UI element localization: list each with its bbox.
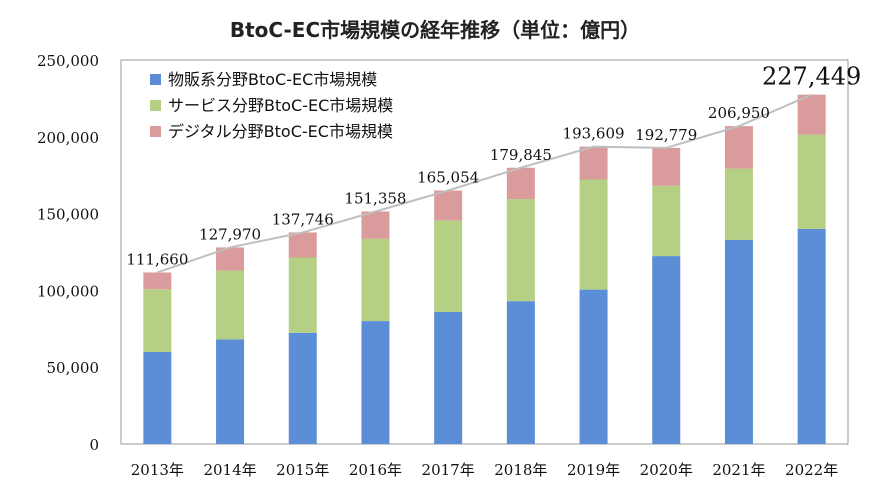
x-tick-label: 2022年 [785, 461, 838, 479]
total-value-label: 179,845 [490, 146, 552, 164]
x-tick-label: 2021年 [712, 461, 765, 479]
total-trend-line [157, 93, 813, 274]
bar-segment-goods [652, 256, 681, 444]
legend-swatch [150, 126, 161, 137]
bar-segment-digital [797, 94, 826, 135]
x-tick-label: 2020年 [640, 461, 693, 479]
bar-segment-goods [216, 339, 245, 444]
bar-segment-goods [143, 351, 172, 444]
total-value-label: 192,779 [635, 126, 697, 144]
total-value-label: 111,660 [126, 250, 188, 268]
y-tick-label: 200,000 [37, 129, 99, 147]
bar-segment-digital [652, 147, 681, 186]
bar-segment-digital [579, 146, 608, 180]
bar-segment-services [506, 199, 535, 302]
bar-segment-services [579, 179, 608, 290]
legend-swatch [150, 100, 161, 111]
y-tick-label: 50,000 [47, 359, 100, 377]
total-value-label: 227,449 [762, 63, 861, 91]
plot-area-frame [120, 59, 849, 445]
y-tick-label: 100,000 [37, 282, 99, 300]
x-tick-label: 2016年 [349, 461, 402, 479]
bar-segment-services [797, 134, 826, 229]
bar-segment-services [288, 257, 317, 333]
x-tick-label: 2014年 [203, 461, 256, 479]
bar-segment-services [434, 220, 463, 312]
legend-label: 物販系分野BtoC-EC市場規模 [168, 70, 377, 89]
chart-title: BtoC-EC市場規模の経年推移（単位：億円） [229, 18, 641, 42]
y-tick-label: 150,000 [37, 206, 99, 224]
bar-segment-services [724, 168, 753, 240]
bar-segment-digital [143, 272, 172, 290]
bar-segment-digital [288, 232, 317, 258]
bar-segment-goods [579, 289, 608, 444]
bar-segment-goods [288, 332, 317, 444]
bar-segment-digital [434, 190, 463, 221]
total-value-label: 193,609 [563, 125, 625, 143]
total-value-label: 206,950 [708, 104, 770, 122]
bar-segment-goods [361, 321, 390, 444]
x-tick-label: 2015年 [276, 461, 329, 479]
bar-segment-services [143, 289, 172, 352]
bar-segment-services [361, 238, 390, 322]
total-value-label: 127,970 [199, 225, 261, 243]
legend-swatch [150, 74, 161, 85]
legend-label: サービス分野BtoC-EC市場規模 [168, 96, 393, 115]
total-value-label: 165,054 [417, 168, 479, 186]
total-value-label: 151,358 [344, 190, 406, 208]
bar-segment-goods [724, 239, 753, 444]
bar-segment-goods [434, 311, 463, 444]
x-tick-label: 2018年 [494, 461, 547, 479]
legend-label: デジタル分野BtoC-EC市場規模 [168, 122, 393, 141]
total-value-label: 137,746 [272, 210, 334, 228]
bar-segment-digital [724, 126, 753, 169]
bar-segment-services [652, 185, 681, 257]
x-tick-label: 2013年 [131, 461, 184, 479]
y-tick-label: 250,000 [37, 52, 99, 70]
bar-segment-goods [506, 301, 535, 444]
y-tick-label: 0 [89, 436, 99, 454]
bar-segment-services [216, 270, 245, 340]
bar-segment-digital [506, 167, 535, 200]
x-tick-label: 2017年 [422, 461, 475, 479]
bar-segment-goods [797, 228, 826, 444]
x-tick-label: 2019年 [567, 461, 620, 479]
bar-segment-digital [216, 247, 245, 271]
bar-segment-digital [361, 211, 390, 239]
